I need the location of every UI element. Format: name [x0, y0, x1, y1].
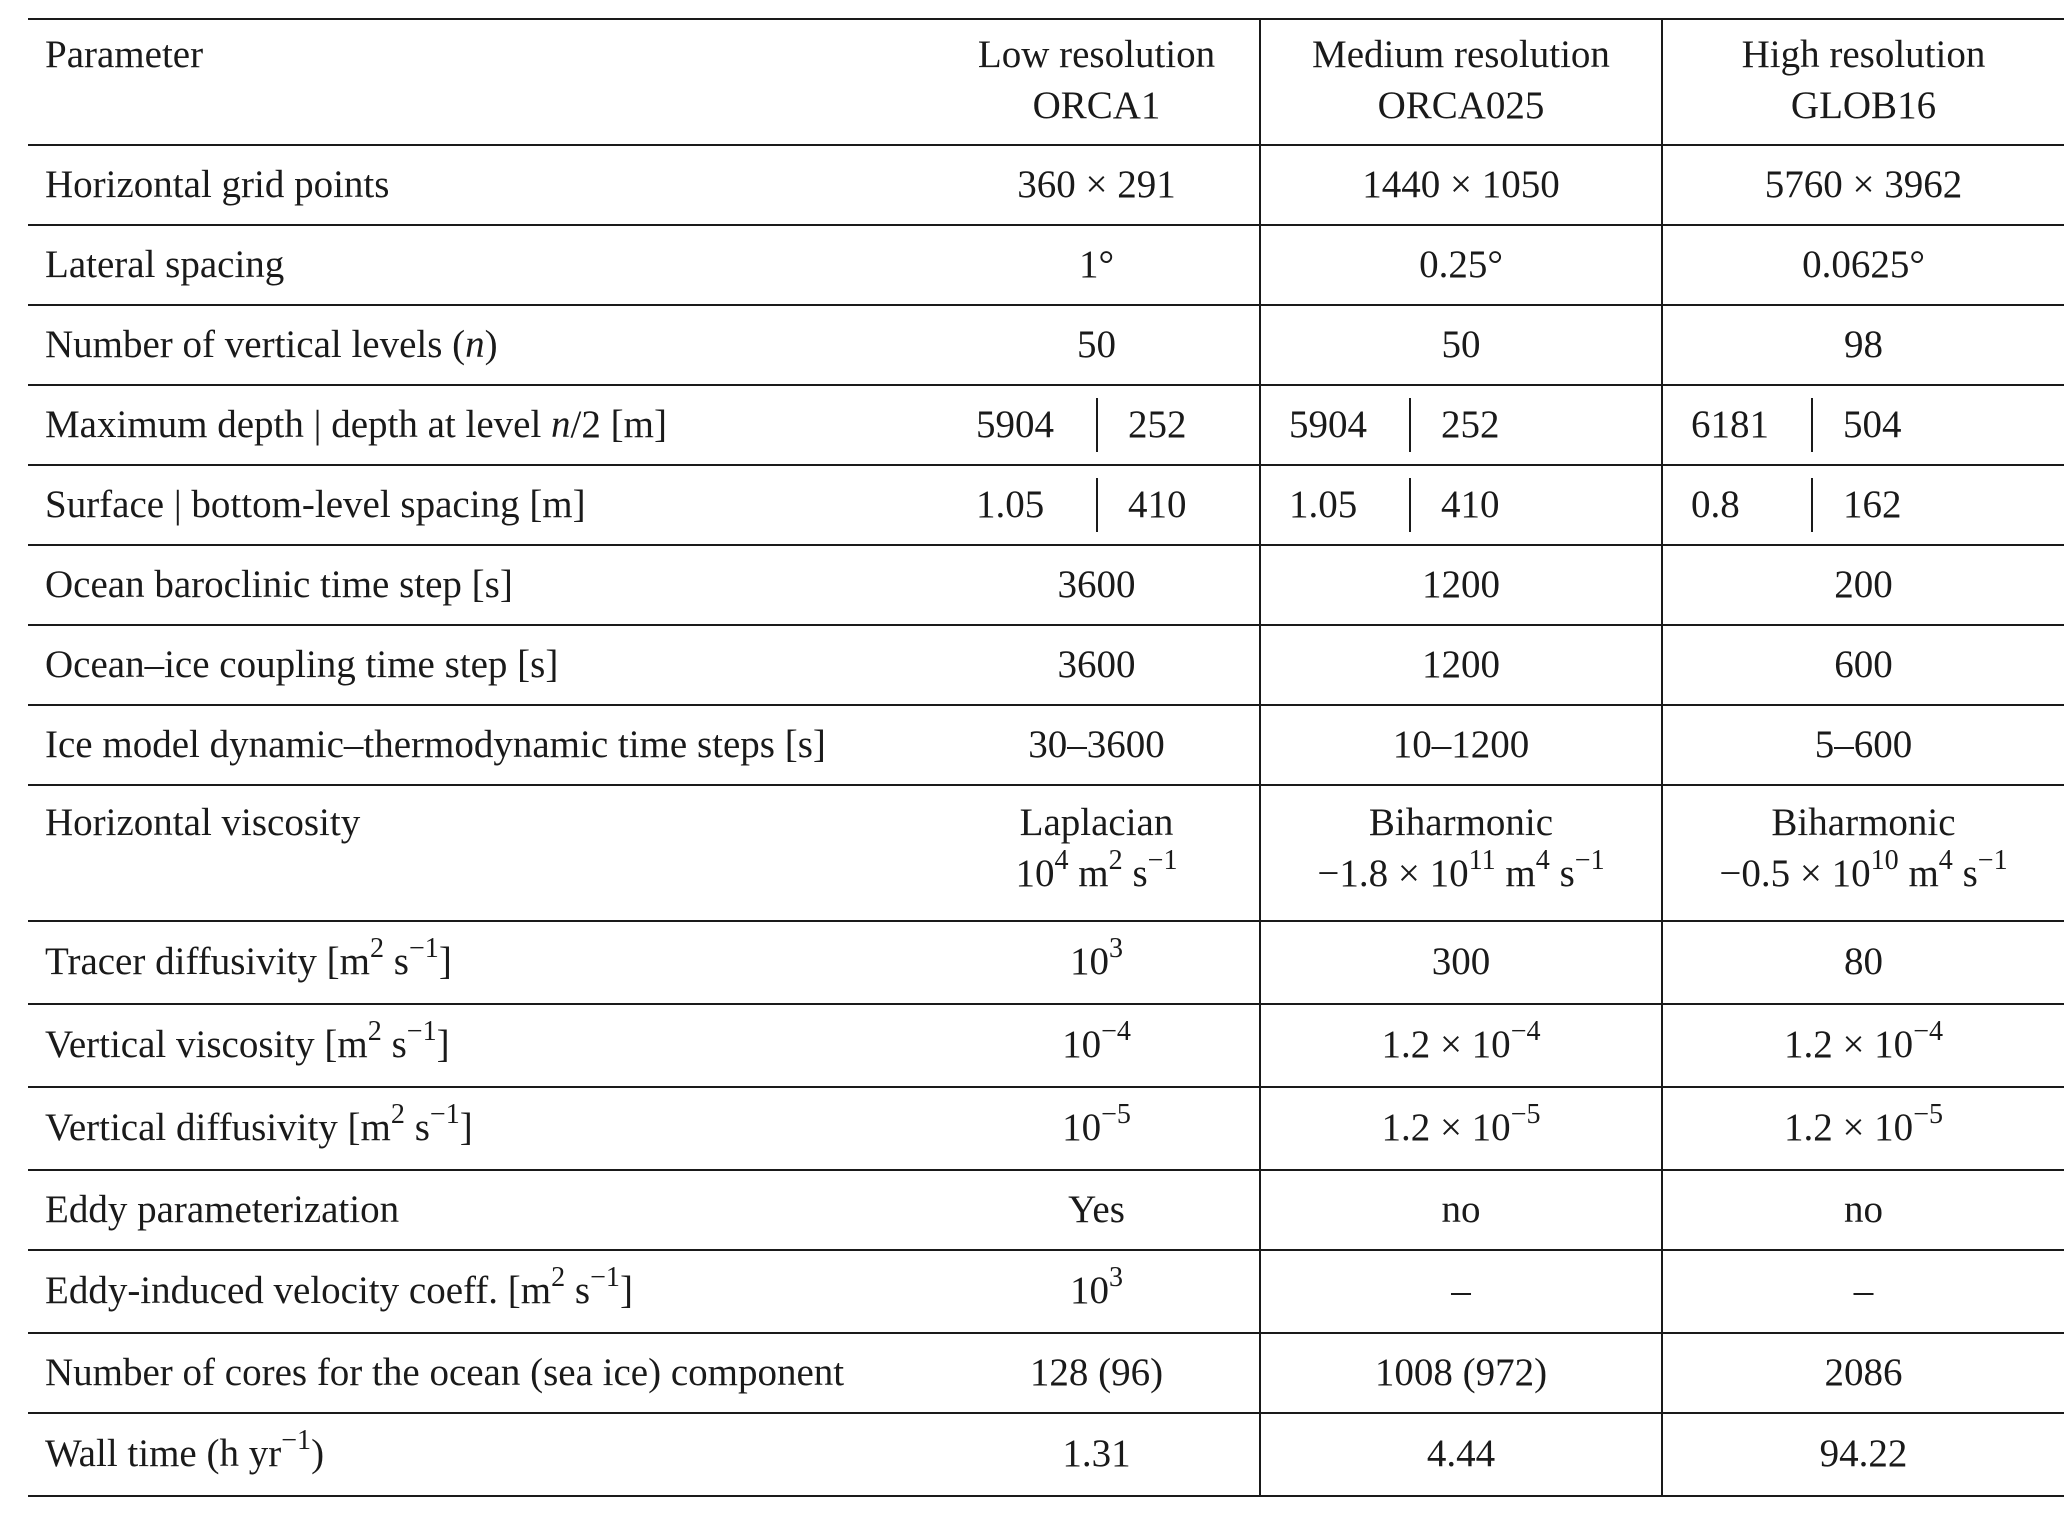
param-label: Ocean–ice coupling time step [s]	[28, 625, 934, 706]
table-row: Ocean baroclinic time step [s] 3600 1200…	[28, 545, 2064, 626]
table-row: Eddy-induced velocity coeff. [m2 s−1] 10…	[28, 1250, 2064, 1334]
high-value: Biharmonic −0.5 × 1010 m4 s−1	[1661, 785, 2064, 922]
table-row: Tracer diffusivity [m2 s−1] 103 300 80	[28, 921, 2064, 1005]
low-value: 103	[934, 921, 1260, 1005]
param-label: Ice model dynamic–thermodynamic time ste…	[28, 705, 934, 786]
table-row: Vertical viscosity [m2 s−1] 10−4 1.2 × 1…	[28, 1004, 2064, 1088]
medium-value: 1200	[1259, 625, 1662, 706]
param-label: Surface | bottom-level spacing [m]	[28, 465, 934, 546]
medium-value: no	[1259, 1170, 1662, 1251]
low-value: Yes	[934, 1170, 1260, 1251]
table-row: Ice model dynamic–thermodynamic time ste…	[28, 705, 2064, 786]
table-row: Surface | bottom-level spacing [m] 1.05 4…	[28, 465, 2064, 546]
high-value: 80	[1661, 921, 2064, 1005]
table-row: Vertical diffusivity [m2 s−1] 10−5 1.2 ×…	[28, 1087, 2064, 1171]
low-value: 128 (96)	[934, 1333, 1260, 1414]
table-row: Number of cores for the ocean (sea ice) …	[28, 1333, 2064, 1414]
high-value: 6181 504	[1661, 385, 2064, 466]
param-label: Tracer diffusivity [m2 s−1]	[28, 921, 934, 1005]
low-value: 3600	[934, 545, 1260, 626]
parameter-table: Parameter Low resolution ORCA1 Medium res…	[28, 18, 2064, 1497]
header-parameter: Parameter	[28, 18, 934, 146]
medium-value: 1440 × 1050	[1259, 145, 1662, 226]
medium-value: 300	[1259, 921, 1662, 1005]
medium-value: 1.2 × 10−5	[1259, 1087, 1662, 1171]
table-row: Horizontal grid points 360 × 291 1440 × …	[28, 145, 2064, 226]
table-row: Eddy parameterization Yes no no	[28, 1170, 2064, 1251]
param-label: Lateral spacing	[28, 225, 934, 306]
header-high-resolution: High resolution GLOB16	[1661, 18, 2064, 146]
table-row: Ocean–ice coupling time step [s] 3600 12…	[28, 625, 2064, 706]
table-header-row: Parameter Low resolution ORCA1 Medium res…	[28, 18, 2064, 146]
low-value: 5904 252	[934, 385, 1260, 466]
high-value: 600	[1661, 625, 2064, 706]
medium-value: –	[1259, 1250, 1662, 1334]
medium-value: 10–1200	[1259, 705, 1662, 786]
high-value: 5–600	[1661, 705, 2064, 786]
param-label: Vertical diffusivity [m2 s−1]	[28, 1087, 934, 1171]
table-row: Maximum depth | depth at level n/2 [m] 5…	[28, 385, 2064, 466]
high-value: 5760 × 3962	[1661, 145, 2064, 226]
low-value: 1.05 410	[934, 465, 1260, 546]
high-value: 98	[1661, 305, 2064, 386]
high-value: 94.22	[1661, 1413, 2064, 1497]
high-value: 0.8 162	[1661, 465, 2064, 546]
param-label: Wall time (h yr−1)	[28, 1413, 934, 1497]
high-value: 0.0625°	[1661, 225, 2064, 306]
high-value: no	[1661, 1170, 2064, 1251]
high-value: 1.2 × 10−5	[1661, 1087, 2064, 1171]
param-label: Vertical viscosity [m2 s−1]	[28, 1004, 934, 1088]
param-label: Horizontal viscosity	[28, 785, 934, 922]
low-value: 1.31	[934, 1413, 1260, 1497]
low-value: 3600	[934, 625, 1260, 706]
table-row: Horizontal viscosity Laplacian 104 m2 s−…	[28, 785, 2064, 922]
table-row: Number of vertical levels (n) 50 50 98	[28, 305, 2064, 386]
high-value: 200	[1661, 545, 2064, 626]
medium-value: 50	[1259, 305, 1662, 386]
param-label: Ocean baroclinic time step [s]	[28, 545, 934, 626]
high-value: 2086	[1661, 1333, 2064, 1414]
high-value: –	[1661, 1250, 2064, 1334]
table-row: Lateral spacing 1° 0.25° 0.0625°	[28, 225, 2064, 306]
param-label: Eddy-induced velocity coeff. [m2 s−1]	[28, 1250, 934, 1334]
high-value: 1.2 × 10−4	[1661, 1004, 2064, 1088]
param-label: Horizontal grid points	[28, 145, 934, 226]
medium-value: 1.05 410	[1259, 465, 1662, 546]
low-value: 1°	[934, 225, 1260, 306]
medium-value: 1008 (972)	[1259, 1333, 1662, 1414]
table-row: Wall time (h yr−1) 1.31 4.44 94.22	[28, 1413, 2064, 1497]
header-low-resolution: Low resolution ORCA1	[934, 18, 1260, 146]
medium-value: 4.44	[1259, 1413, 1662, 1497]
medium-value: 1.2 × 10−4	[1259, 1004, 1662, 1088]
medium-value: 1200	[1259, 545, 1662, 626]
header-medium-resolution: Medium resolution ORCA025	[1259, 18, 1662, 146]
param-label: Eddy parameterization	[28, 1170, 934, 1251]
low-value: 10−4	[934, 1004, 1260, 1088]
low-value: 30–3600	[934, 705, 1260, 786]
param-label: Number of vertical levels (n)	[28, 305, 934, 386]
low-value: 103	[934, 1250, 1260, 1334]
medium-value: Biharmonic −1.8 × 1011 m4 s−1	[1259, 785, 1662, 922]
low-value: Laplacian 104 m2 s−1	[934, 785, 1260, 922]
medium-value: 5904 252	[1259, 385, 1662, 466]
low-value: 50	[934, 305, 1260, 386]
param-label: Number of cores for the ocean (sea ice) …	[28, 1333, 934, 1414]
low-value: 360 × 291	[934, 145, 1260, 226]
param-label: Maximum depth | depth at level n/2 [m]	[28, 385, 934, 466]
low-value: 10−5	[934, 1087, 1260, 1171]
medium-value: 0.25°	[1259, 225, 1662, 306]
